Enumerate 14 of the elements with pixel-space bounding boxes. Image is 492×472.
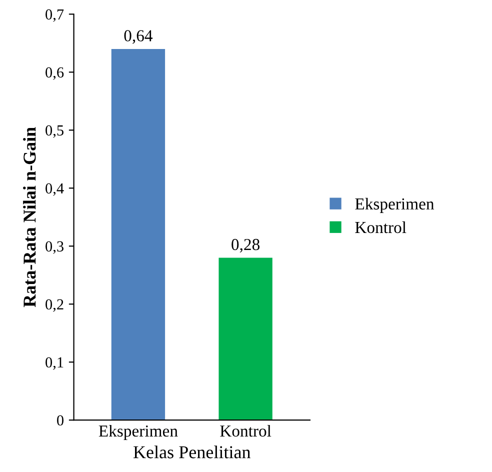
y-tick-label: 0: [57, 415, 64, 426]
data-label: 0,28: [232, 238, 260, 253]
legend-label: Eksperimen: [355, 198, 434, 213]
y-tick-label: 0,6: [46, 67, 64, 80]
data-label: 0,64: [124, 30, 153, 44]
x-axis-title: Kelas Penelitian: [133, 446, 251, 458]
y-tick-label: 0,1: [46, 357, 64, 370]
y-tick-label: 0,7: [46, 9, 64, 22]
y-axis-title: Rata-Rata Nilai n-Gain: [23, 127, 36, 308]
y-tick-label: 0,5: [46, 125, 64, 138]
legend-label: Kontrol: [355, 221, 406, 234]
y-tick-label: 0,2: [46, 299, 64, 312]
y-tick-label: 0,4: [46, 183, 64, 196]
y-tick-label: 0,3: [46, 241, 64, 254]
